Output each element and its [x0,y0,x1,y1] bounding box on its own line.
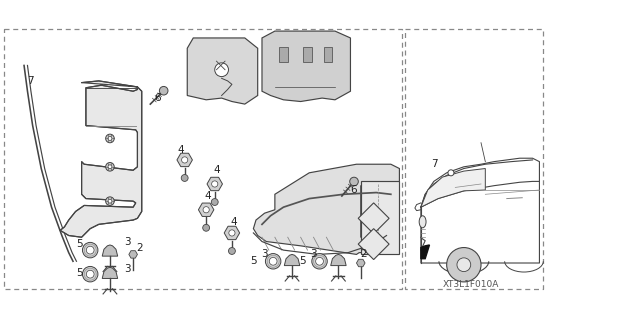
Polygon shape [421,168,485,207]
Circle shape [159,86,168,95]
Circle shape [203,207,209,213]
Text: 3: 3 [261,249,268,259]
Circle shape [86,270,94,278]
Bar [303,47,312,62]
Circle shape [269,257,277,265]
Circle shape [228,248,236,255]
Text: 4: 4 [205,191,211,201]
Text: 5: 5 [76,268,83,278]
Bar [324,47,332,62]
Text: 7: 7 [27,76,33,86]
Text: 3: 3 [310,249,317,259]
Circle shape [447,248,481,282]
Circle shape [108,137,112,140]
Polygon shape [358,203,389,234]
Polygon shape [262,31,351,101]
Polygon shape [224,226,239,240]
Circle shape [211,199,218,205]
Circle shape [108,165,112,169]
Circle shape [266,254,281,269]
Circle shape [457,258,470,271]
Text: 4: 4 [177,145,184,155]
Circle shape [83,242,98,258]
Circle shape [312,254,327,269]
Circle shape [203,224,209,231]
Polygon shape [421,245,429,259]
Circle shape [229,230,235,236]
Polygon shape [102,267,118,278]
Text: 6: 6 [154,93,161,103]
Circle shape [349,177,358,186]
Polygon shape [253,164,399,255]
Text: 4: 4 [230,217,237,227]
Text: 5: 5 [250,256,257,266]
Polygon shape [177,153,193,167]
Polygon shape [188,38,258,104]
Circle shape [212,181,218,187]
Polygon shape [198,203,214,217]
Polygon shape [207,177,223,191]
Text: 6: 6 [351,185,357,195]
Circle shape [86,246,94,254]
Circle shape [448,170,454,176]
Circle shape [182,157,188,163]
Text: 3: 3 [124,236,131,247]
Text: 5: 5 [76,239,83,249]
Text: XT3L1F010A: XT3L1F010A [442,280,499,289]
Text: 2: 2 [360,249,367,259]
Circle shape [316,257,323,265]
Circle shape [106,134,115,143]
Polygon shape [358,229,389,260]
Circle shape [215,63,228,77]
Circle shape [83,266,98,282]
Polygon shape [284,255,300,266]
Polygon shape [356,259,365,267]
Circle shape [108,199,112,203]
Circle shape [106,162,115,171]
Polygon shape [129,251,138,258]
Bar [279,47,288,62]
Ellipse shape [419,216,426,228]
Bar [405,29,543,289]
Polygon shape [102,245,118,256]
Text: 4: 4 [213,165,220,175]
Text: 2: 2 [136,243,143,253]
Circle shape [106,197,115,205]
Circle shape [181,174,188,182]
Text: 5: 5 [299,256,306,266]
Polygon shape [331,255,346,266]
Text: 3: 3 [124,264,131,274]
Text: 7: 7 [431,159,438,169]
Polygon shape [60,81,141,237]
Bar [4,29,402,289]
Polygon shape [361,182,399,255]
